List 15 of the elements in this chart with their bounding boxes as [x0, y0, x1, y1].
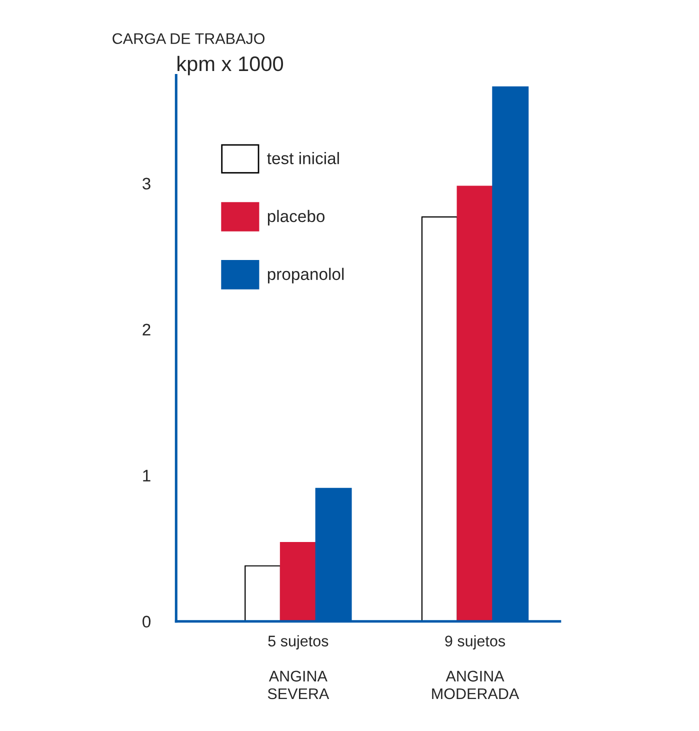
legend-label: propanolol: [268, 268, 344, 284]
bar: [244, 565, 282, 622]
y-tick-label: 0: [142, 616, 150, 628]
chart-title: CARGA DE TRABAJO: [112, 33, 265, 44]
y-axis-title: kpm x 1000: [178, 56, 284, 76]
bar: [421, 216, 458, 622]
y-tick-label: 2: [142, 324, 150, 336]
category-label: 5 sujetos ANGINA SEVERA: [268, 635, 330, 700]
legend-label: placebo: [268, 210, 325, 226]
bar: [456, 186, 494, 622]
y-tick-label: 3: [142, 178, 150, 190]
legend-label: test inicial: [267, 152, 339, 164]
bar: [280, 542, 316, 622]
category-label: 9 sujetos ANGINA MODERADA: [432, 635, 520, 700]
y-tick-label: 1: [143, 470, 150, 482]
